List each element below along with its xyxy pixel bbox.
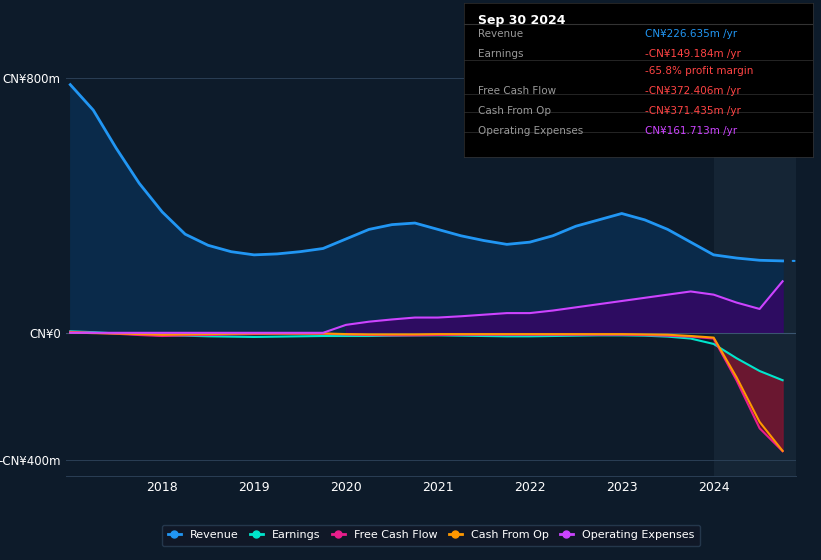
Text: Revenue: Revenue <box>478 29 523 39</box>
Text: Operating Expenses: Operating Expenses <box>478 126 583 136</box>
Text: CN¥226.635m /yr: CN¥226.635m /yr <box>645 29 737 39</box>
Text: Free Cash Flow: Free Cash Flow <box>478 86 556 96</box>
Legend: Revenue, Earnings, Free Cash Flow, Cash From Op, Operating Expenses: Revenue, Earnings, Free Cash Flow, Cash … <box>162 525 700 546</box>
Text: Earnings: Earnings <box>478 49 523 59</box>
Text: -65.8% profit margin: -65.8% profit margin <box>645 66 754 76</box>
Text: Sep 30 2024: Sep 30 2024 <box>478 13 566 26</box>
Text: CN¥161.713m /yr: CN¥161.713m /yr <box>645 126 737 136</box>
Text: -CN¥372.406m /yr: -CN¥372.406m /yr <box>645 86 741 96</box>
Text: -CN¥371.435m /yr: -CN¥371.435m /yr <box>645 106 741 116</box>
Text: -CN¥149.184m /yr: -CN¥149.184m /yr <box>645 49 741 59</box>
Text: Cash From Op: Cash From Op <box>478 106 551 116</box>
Bar <box>713 56 796 476</box>
